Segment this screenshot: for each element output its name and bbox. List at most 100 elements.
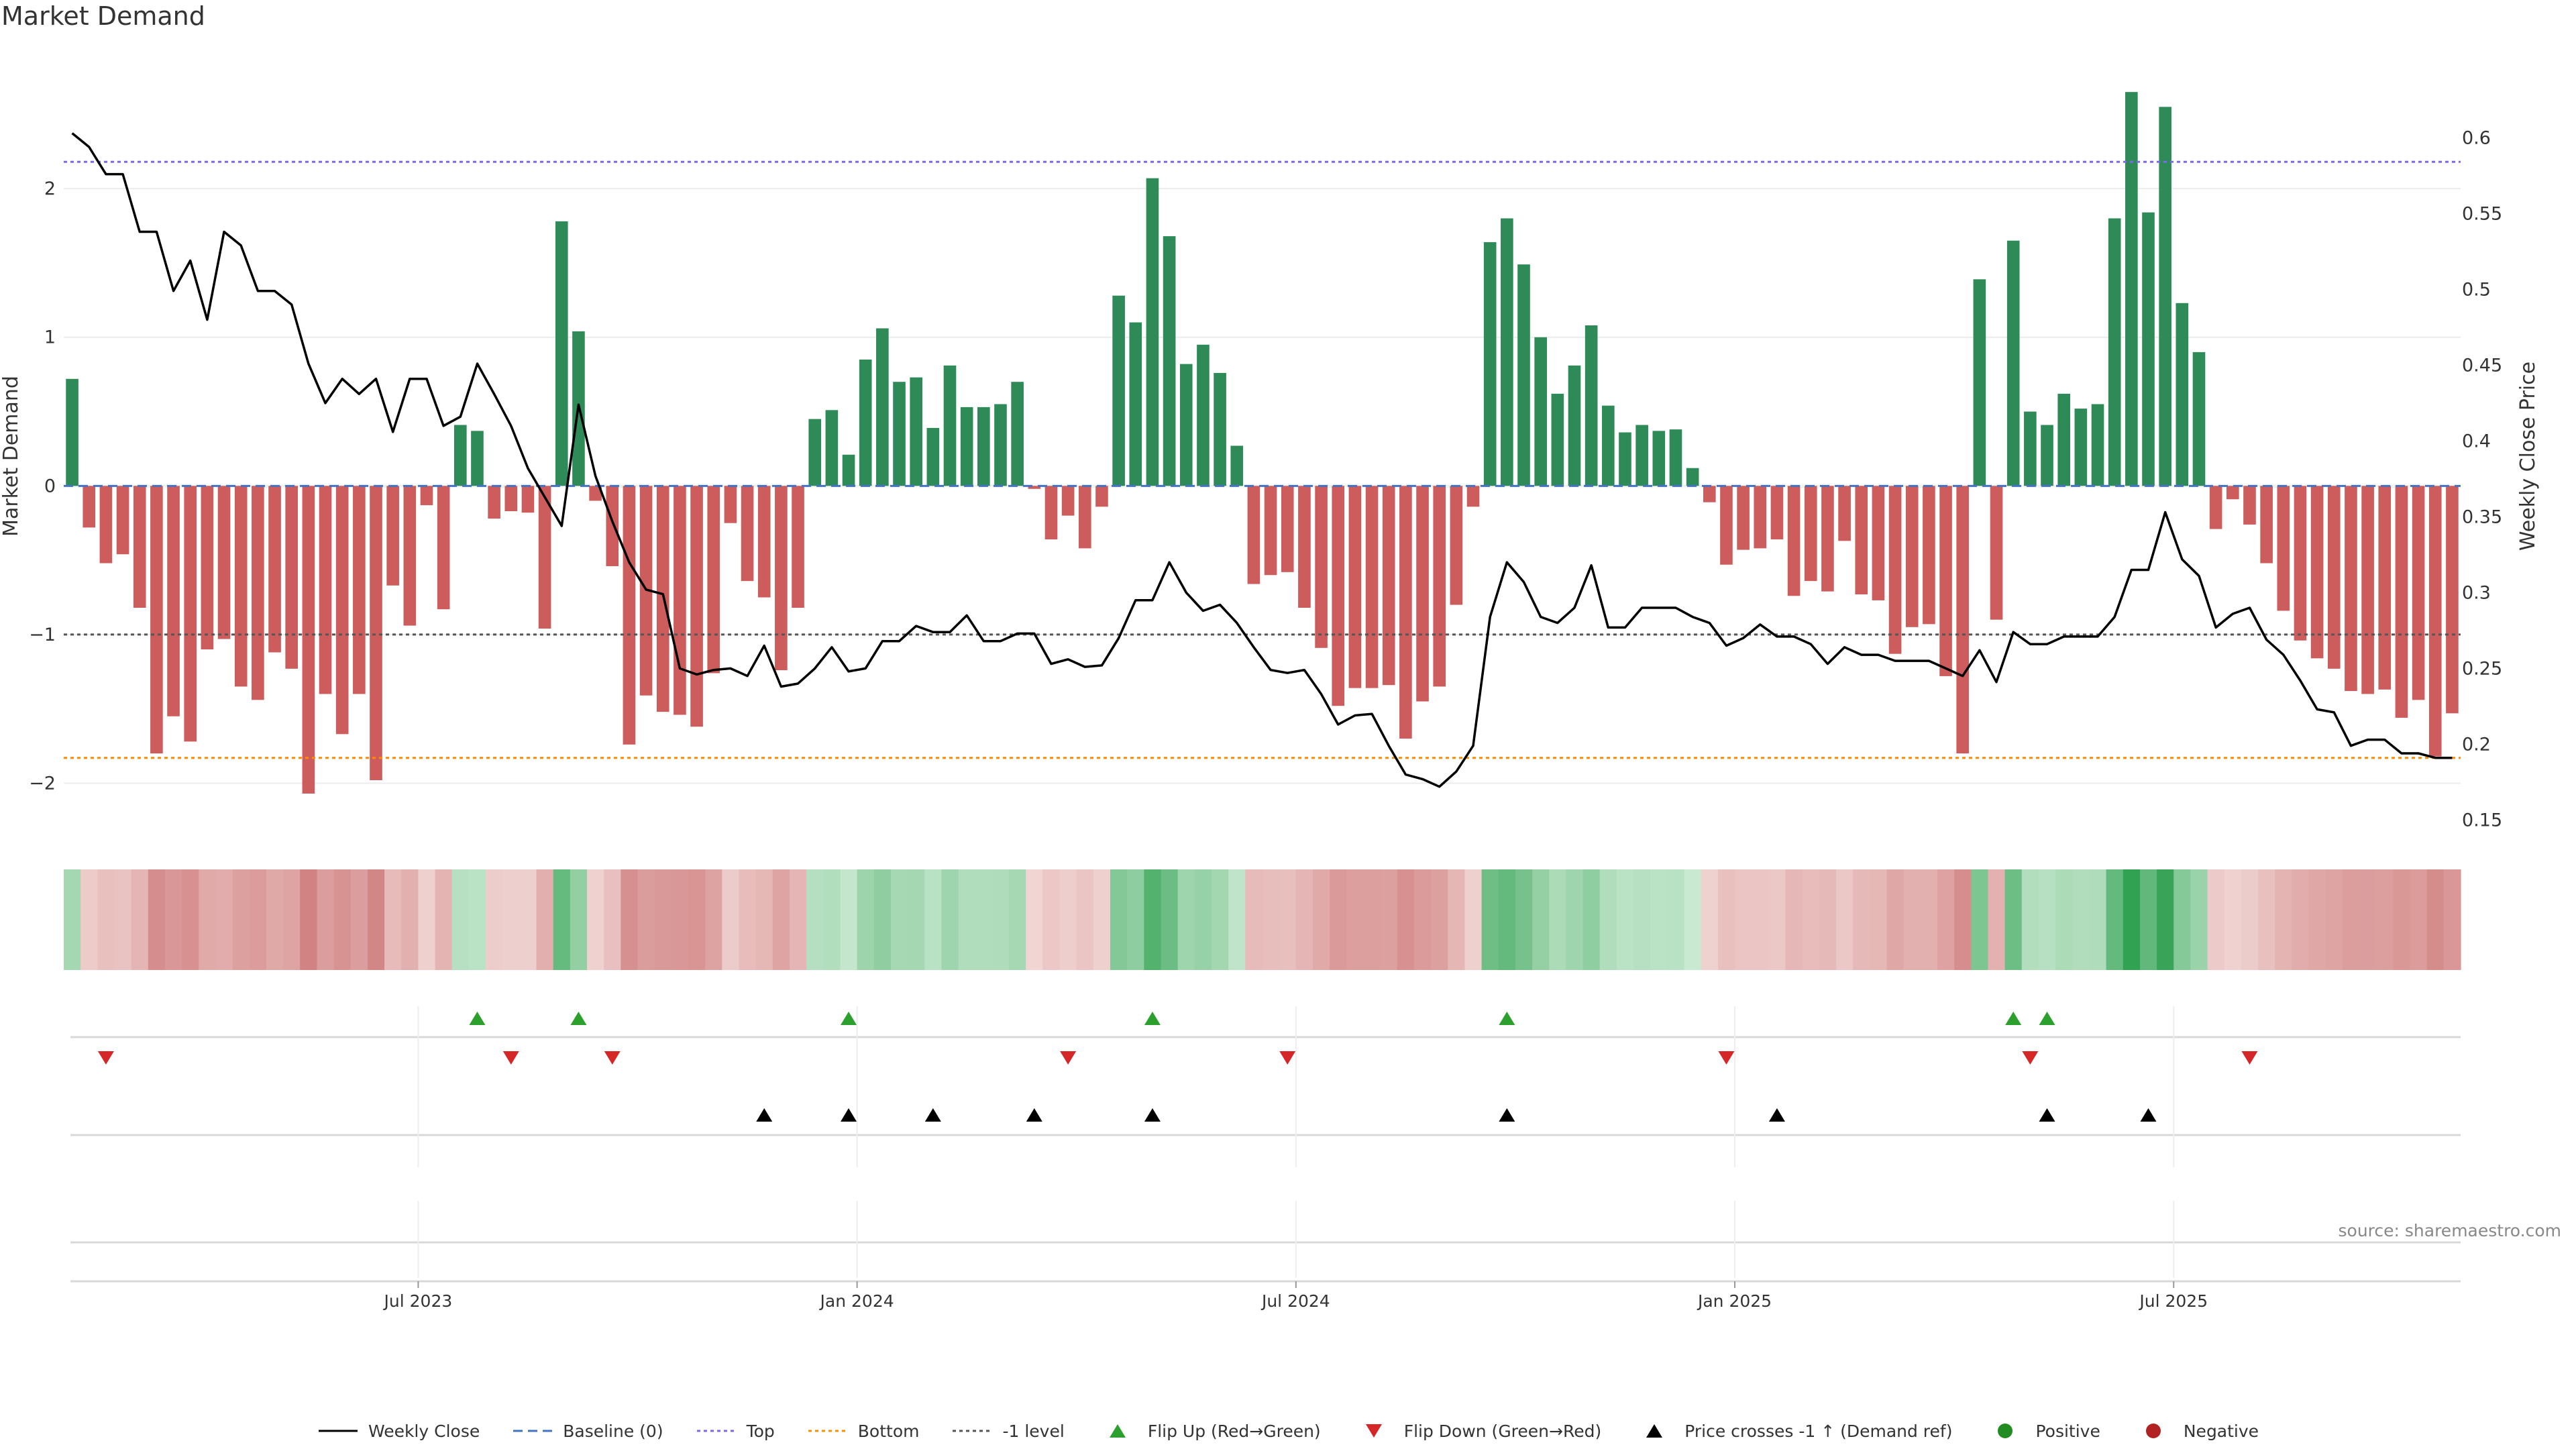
demand-bar bbox=[707, 486, 720, 674]
y2-tick-label: 0.3 bbox=[2462, 582, 2491, 603]
demand-bar bbox=[184, 486, 197, 742]
cross-up-marker bbox=[841, 1108, 857, 1122]
strip-cell bbox=[671, 869, 689, 970]
strip-cell bbox=[266, 869, 284, 970]
flip-down-marker bbox=[2022, 1051, 2039, 1065]
strip-cell bbox=[857, 869, 875, 970]
demand-bar bbox=[741, 486, 754, 582]
demand-bar bbox=[268, 486, 281, 653]
strip-cell bbox=[2038, 869, 2056, 970]
demand-bar bbox=[1973, 279, 1986, 486]
demand-bar bbox=[2125, 92, 2138, 486]
strip-cell bbox=[1177, 869, 1195, 970]
strip-cell bbox=[1144, 869, 1162, 970]
demand-bar bbox=[2412, 486, 2425, 700]
strip-cell bbox=[2174, 869, 2192, 970]
demand-heat-strip bbox=[64, 869, 2461, 970]
legend-swatch bbox=[2145, 1424, 2161, 1438]
strip-cell bbox=[468, 869, 486, 970]
legend-label: Flip Down (Green→Red) bbox=[1403, 1421, 1602, 1441]
cross-up-marker bbox=[1499, 1108, 1515, 1122]
strip-cell bbox=[705, 869, 722, 970]
legend-swatch bbox=[808, 1430, 847, 1432]
demand-bar bbox=[1838, 486, 1851, 541]
demand-bar bbox=[1652, 431, 1666, 486]
demand-bar bbox=[1281, 486, 1294, 572]
chart-title: Market Demand bbox=[1, 1, 205, 31]
demand-bar bbox=[1112, 295, 1125, 486]
legend-swatch bbox=[318, 1430, 358, 1432]
demand-bar bbox=[2142, 212, 2155, 486]
legend-item: Flip Down (Green→Red) bbox=[1353, 1421, 1602, 1441]
strip-cell bbox=[215, 869, 233, 970]
strip-cell bbox=[317, 869, 335, 970]
demand-bar bbox=[1990, 486, 2003, 620]
strip-cell bbox=[1701, 869, 1719, 970]
strip-cell bbox=[1228, 869, 1246, 970]
legend-label: Baseline (0) bbox=[563, 1421, 663, 1441]
demand-bar bbox=[1416, 486, 1429, 702]
strip-cell bbox=[1802, 869, 1820, 970]
demand-bar bbox=[859, 359, 872, 486]
strip-cell bbox=[2342, 869, 2360, 970]
demand-bar bbox=[2057, 393, 2071, 486]
strip-cell bbox=[182, 869, 199, 970]
strip-cell bbox=[739, 869, 757, 970]
strip-cell bbox=[451, 869, 470, 970]
strip-cell bbox=[401, 869, 419, 970]
demand-bar bbox=[2277, 486, 2290, 611]
legend-label: Price crosses -1 ↑ (Demand ref) bbox=[1684, 1421, 1953, 1441]
demand-bar bbox=[2006, 240, 2020, 486]
strip-cell bbox=[2021, 869, 2039, 970]
demand-bar bbox=[285, 486, 298, 669]
strip-cell bbox=[755, 869, 773, 970]
strip-cell bbox=[1262, 869, 1280, 970]
strip-cell bbox=[333, 869, 352, 970]
demand-bar bbox=[252, 486, 264, 700]
demand-bar bbox=[2243, 486, 2256, 525]
demand-bar bbox=[1129, 322, 1142, 486]
flip-up-marker bbox=[1499, 1012, 1515, 1025]
strip-cell bbox=[1380, 869, 1398, 970]
strip-cell bbox=[1684, 869, 1702, 970]
y2-tick-label: 0.25 bbox=[2462, 658, 2502, 679]
demand-bar bbox=[1888, 486, 1902, 654]
demand-bar bbox=[775, 486, 788, 671]
demand-bar bbox=[150, 486, 163, 754]
demand-bar bbox=[1923, 486, 1935, 625]
strip-cell bbox=[890, 869, 908, 970]
strip-cell bbox=[2325, 869, 2343, 970]
strip-cell bbox=[1582, 869, 1601, 970]
demand-bar bbox=[1315, 486, 1328, 648]
cross-up-marker bbox=[924, 1108, 941, 1122]
strip-cell bbox=[1042, 869, 1061, 970]
y-tick-label: 1 bbox=[44, 327, 56, 348]
demand-bar bbox=[302, 486, 315, 794]
strip-cell bbox=[2308, 869, 2326, 970]
strip-cell bbox=[1245, 869, 1263, 970]
strip-cell bbox=[80, 869, 98, 970]
strip-cell bbox=[199, 869, 217, 970]
demand-bar bbox=[926, 427, 940, 486]
demand-bar bbox=[893, 382, 906, 486]
demand-bar bbox=[2345, 486, 2357, 692]
legend-swatch bbox=[513, 1430, 553, 1432]
strip-cell bbox=[2426, 869, 2445, 970]
demand-bar bbox=[1230, 445, 1244, 486]
event-markers bbox=[70, 1006, 2461, 1283]
y-tick-label: 2 bbox=[44, 178, 56, 199]
strip-cell bbox=[2410, 869, 2428, 970]
demand-bar bbox=[960, 407, 973, 486]
strip-cell bbox=[502, 869, 520, 970]
strip-cell bbox=[519, 869, 537, 970]
strip-cell bbox=[2376, 869, 2394, 970]
demand-bar bbox=[825, 410, 839, 486]
demand-bar bbox=[133, 486, 146, 608]
demand-bar bbox=[1534, 337, 1547, 486]
legend-item: Baseline (0) bbox=[512, 1421, 663, 1441]
strip-cell bbox=[1194, 869, 1212, 970]
strip-cell bbox=[840, 869, 858, 970]
demand-bar bbox=[1298, 486, 1311, 608]
strip-cell bbox=[1481, 869, 1499, 970]
strip-cell bbox=[1330, 869, 1347, 970]
